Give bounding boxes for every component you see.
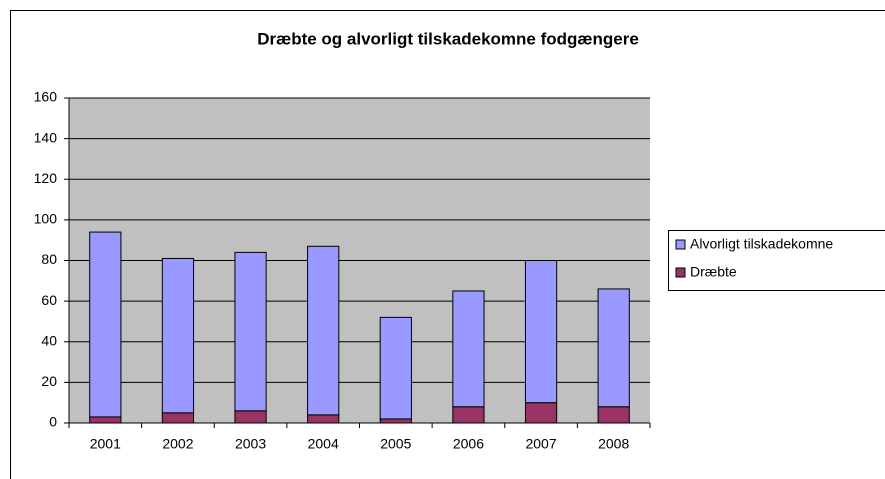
bar-segment: [379, 316, 412, 420]
x-tick-label: 2005: [380, 436, 411, 452]
bar-segment: [452, 290, 485, 408]
bar-segment: [597, 288, 630, 408]
bar-segment: [307, 245, 340, 416]
x-tick-label: 2003: [235, 436, 266, 452]
bar-segment: [89, 231, 122, 418]
bar-segment: [89, 416, 122, 424]
y-tick-label: 40: [41, 332, 57, 348]
bar-segment: [524, 260, 558, 404]
x-tick-label: 2001: [90, 436, 121, 452]
y-tick-label: 0: [49, 414, 57, 430]
bar-segment: [161, 412, 195, 424]
bar-segment: [452, 406, 485, 424]
x-tick-label: 2002: [162, 436, 193, 452]
x-tick-label: 2007: [525, 436, 556, 452]
bar-segment: [524, 402, 558, 424]
legend-label: Alvorligt tilskadekomne: [690, 236, 833, 252]
y-tick-label: 120: [34, 170, 58, 186]
bar-segment: [234, 251, 267, 412]
y-tick-label: 20: [41, 373, 57, 389]
legend-swatch: [675, 267, 686, 278]
bar-segment: [597, 406, 630, 424]
bar-segment: [307, 414, 340, 424]
legend-swatch: [675, 239, 686, 250]
y-tick-label: 140: [34, 129, 58, 145]
legend-label: Dræbte: [690, 264, 737, 280]
chart-title: Dræbte og alvorligt tilskadekomne fodgæn…: [257, 29, 639, 48]
y-tick-label: 160: [34, 89, 58, 105]
x-tick-label: 2008: [598, 436, 629, 452]
y-tick-label: 60: [41, 292, 57, 308]
y-tick-label: 100: [34, 211, 58, 227]
x-tick-label: 2004: [308, 436, 339, 452]
bar-segment: [161, 257, 195, 414]
legend: [668, 230, 885, 291]
bar-segment: [379, 418, 412, 424]
y-tick-label: 80: [41, 251, 57, 267]
x-tick-label: 2006: [453, 436, 484, 452]
bar-segment: [234, 410, 267, 424]
